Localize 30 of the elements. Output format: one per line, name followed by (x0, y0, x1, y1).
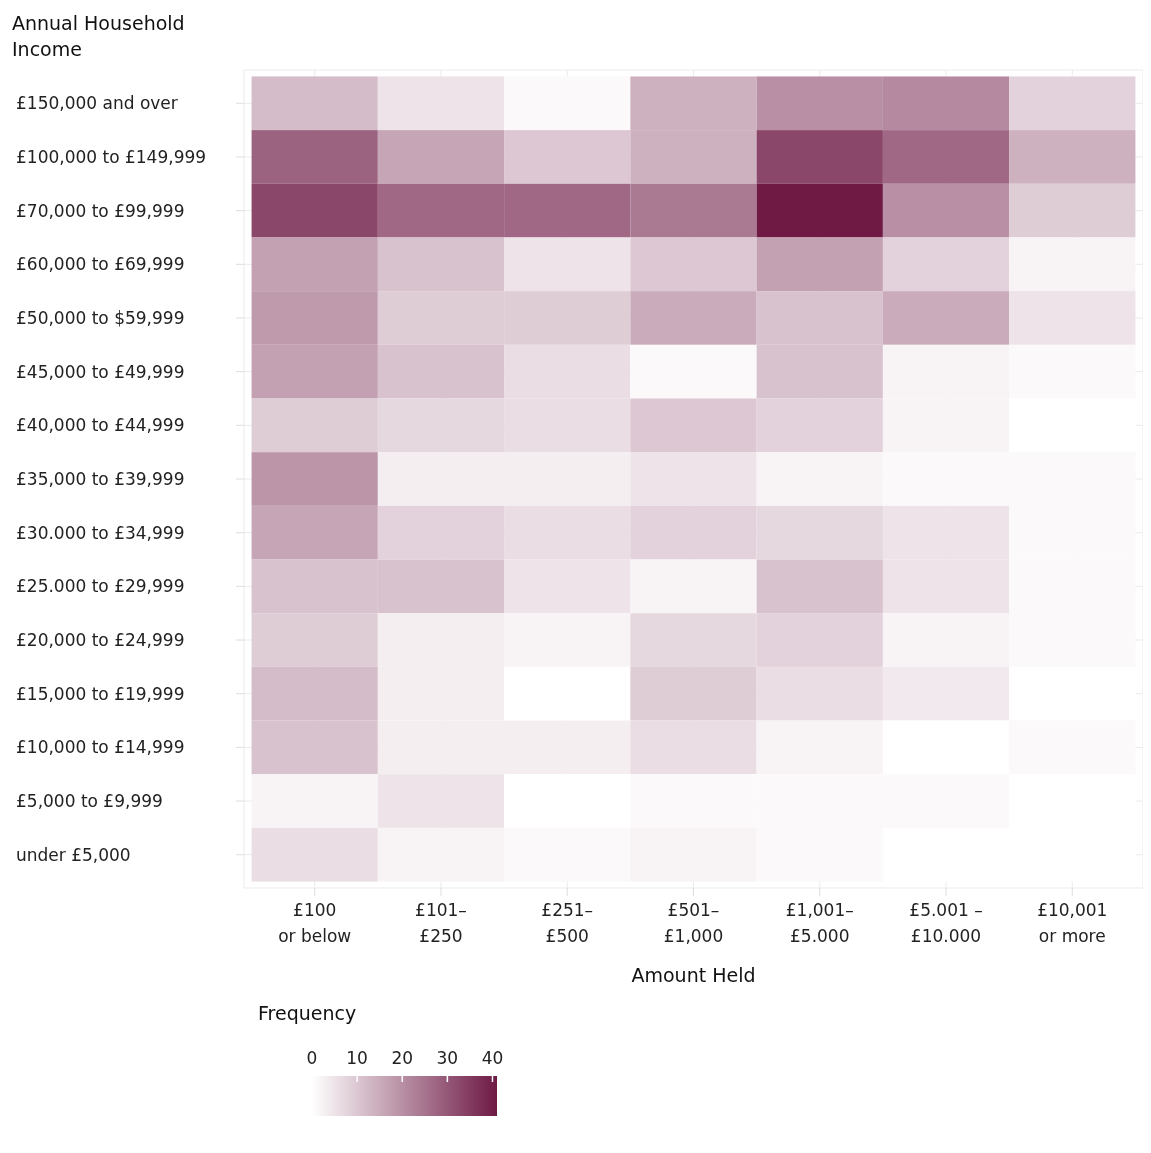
y-tick-label: £70,000 to £99,999 (16, 200, 185, 221)
y-tick-label: £25.000 to £29,999 (16, 576, 185, 597)
y-tick-label: £150,000 and over (16, 93, 178, 114)
x-tick-label: £100 or below (278, 900, 352, 946)
y-tick-label: £40,000 to £44,999 (16, 415, 185, 436)
color-bar-label: 20 (391, 1048, 414, 1068)
y-tick-label: £50,000 to $59,999 (16, 307, 185, 328)
x-tick-label: £501– £1,000 (663, 900, 724, 946)
x-tick-label: £5.001 – £10.000 (909, 900, 983, 946)
y-tick-label: £60,000 to £69,999 (16, 254, 185, 275)
x-axis-title: Amount Held (630, 964, 757, 986)
y-tick-label: £15,000 to £19,999 (16, 683, 185, 704)
color-bar-label: 10 (346, 1048, 368, 1068)
x-tick-label: £251– £500 (541, 900, 594, 946)
color-bar-label: 30 (436, 1048, 459, 1068)
x-tick-label: £1,001– £5.000 (785, 900, 854, 946)
y-tick-label: £30.000 to £34,999 (16, 522, 185, 543)
x-tick-label: £101– £250 (415, 900, 467, 946)
y-tick-label: under £5,000 (16, 844, 131, 865)
y-tick-label: £5,000 to £9,999 (16, 791, 163, 812)
legend-title: Frequency (258, 1002, 357, 1024)
color-bar-label: 40 (481, 1048, 504, 1068)
y-tick-label: £45,000 to £49,999 (16, 361, 185, 382)
y-tick-label: £100,000 to £149,999 (16, 146, 207, 167)
y-tick-label: £20,000 to £24,999 (16, 630, 185, 651)
color-bar-label: 0 (306, 1048, 318, 1068)
y-axis-title: Annual Household Income (12, 11, 186, 62)
y-tick-label: £10,000 to £14,999 (16, 737, 185, 758)
x-tick-label: £10,001 or more (1037, 900, 1108, 946)
y-tick-label: £35,000 to £39,999 (16, 469, 185, 489)
